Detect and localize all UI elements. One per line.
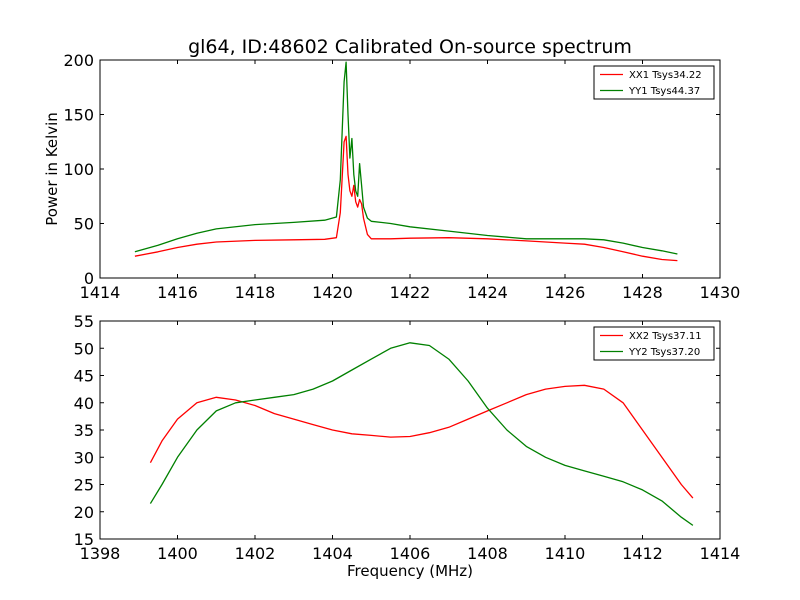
top-series-line-2: [134, 61, 678, 255]
top-y-tick-label: 50: [74, 215, 94, 234]
bottom-x-tick-label: 1398: [80, 544, 121, 563]
bottom-x-tick-label: 1402: [235, 544, 276, 563]
bottom-y-tick-label: 30: [74, 448, 94, 467]
bottom-legend-label-yy2: YY2 Tsys37.20: [628, 347, 700, 358]
bottom-x-tick-label: 1412: [622, 544, 663, 563]
bottom-series-line-2: [149, 342, 694, 526]
top-x-tick-label: 1414: [80, 283, 121, 302]
top-legend-label-yy1: YY1 Tsys44.37: [628, 86, 700, 97]
top-series-line-1: [134, 135, 678, 262]
bottom-x-tick-label: 1408: [467, 544, 508, 563]
bottom-y-tick-label: 50: [74, 339, 94, 358]
top-legend-label-xx1: XX1 Tsys34.22: [629, 70, 702, 81]
top-x-tick-label: 1418: [235, 283, 276, 302]
bottom-y-tick-label: 35: [74, 421, 94, 440]
chart-title: gl64, ID:48602 Calibrated On-source spec…: [188, 36, 632, 58]
bottom-y-tick-label: 20: [74, 503, 94, 522]
bottom-y-tick-label: 15: [74, 530, 94, 549]
bottom-legend-label-xx2: XX2 Tsys37.11: [629, 331, 702, 342]
bottom-series-lines: [149, 342, 694, 526]
bottom-legend-box: [593, 326, 715, 361]
top-x-tick-label: 1424: [467, 283, 508, 302]
top-legend-box: [593, 65, 715, 100]
bottom-y-tick-label: 45: [74, 367, 94, 386]
bottom-y-tick-label: 25: [74, 476, 94, 495]
top-y-tick-label: 0: [84, 269, 94, 288]
top-x-tick-label: 1422: [390, 283, 431, 302]
bottom-x-tick-label: 1410: [545, 544, 586, 563]
top-x-tick-label: 1426: [545, 283, 586, 302]
top-y-axis-label: Power in Kelvin: [43, 112, 61, 226]
top-series-lines: [134, 61, 678, 262]
bottom-y-tick-label: 40: [74, 394, 94, 413]
top-panel: 1414 1416 1418 1420 1422 1424 1426 1428 1430 0 50 1…: [43, 51, 740, 302]
top-x-tick-label: 1428: [622, 283, 663, 302]
bottom-series-line-1: [149, 384, 694, 499]
x-axis-label: Frequency (MHz): [347, 562, 473, 580]
top-y-tick-label: 100: [63, 160, 94, 179]
bottom-x-tick-label: 1406: [390, 544, 431, 563]
bottom-tick-group: 1398 1400 1402 1404 1406 1408 1410 1412 1414 15 20…: [74, 312, 741, 563]
top-tick-group: 1414 1416 1418 1420 1422 1424 1426 1428 1430 0 50 1…: [63, 51, 740, 302]
bottom-legend: XX2 Tsys37.11 YY2 Tsys37.20: [593, 326, 715, 361]
bottom-x-tick-label: 1414: [700, 544, 741, 563]
top-x-tick-label: 1420: [312, 283, 353, 302]
bottom-x-tick-label: 1404: [312, 544, 353, 563]
top-legend: XX1 Tsys34.22 YY1 Tsys44.37: [593, 65, 715, 100]
bottom-y-tick-label: 55: [74, 312, 94, 331]
bottom-panel: 1398 1400 1402 1404 1406 1408 1410 1412 1414 15 20…: [74, 312, 741, 580]
top-y-tick-label: 200: [63, 51, 94, 70]
top-x-tick-label: 1430: [700, 283, 741, 302]
top-x-tick-label: 1416: [157, 283, 198, 302]
top-y-tick-label: 150: [63, 106, 94, 125]
bottom-x-tick-label: 1400: [157, 544, 198, 563]
